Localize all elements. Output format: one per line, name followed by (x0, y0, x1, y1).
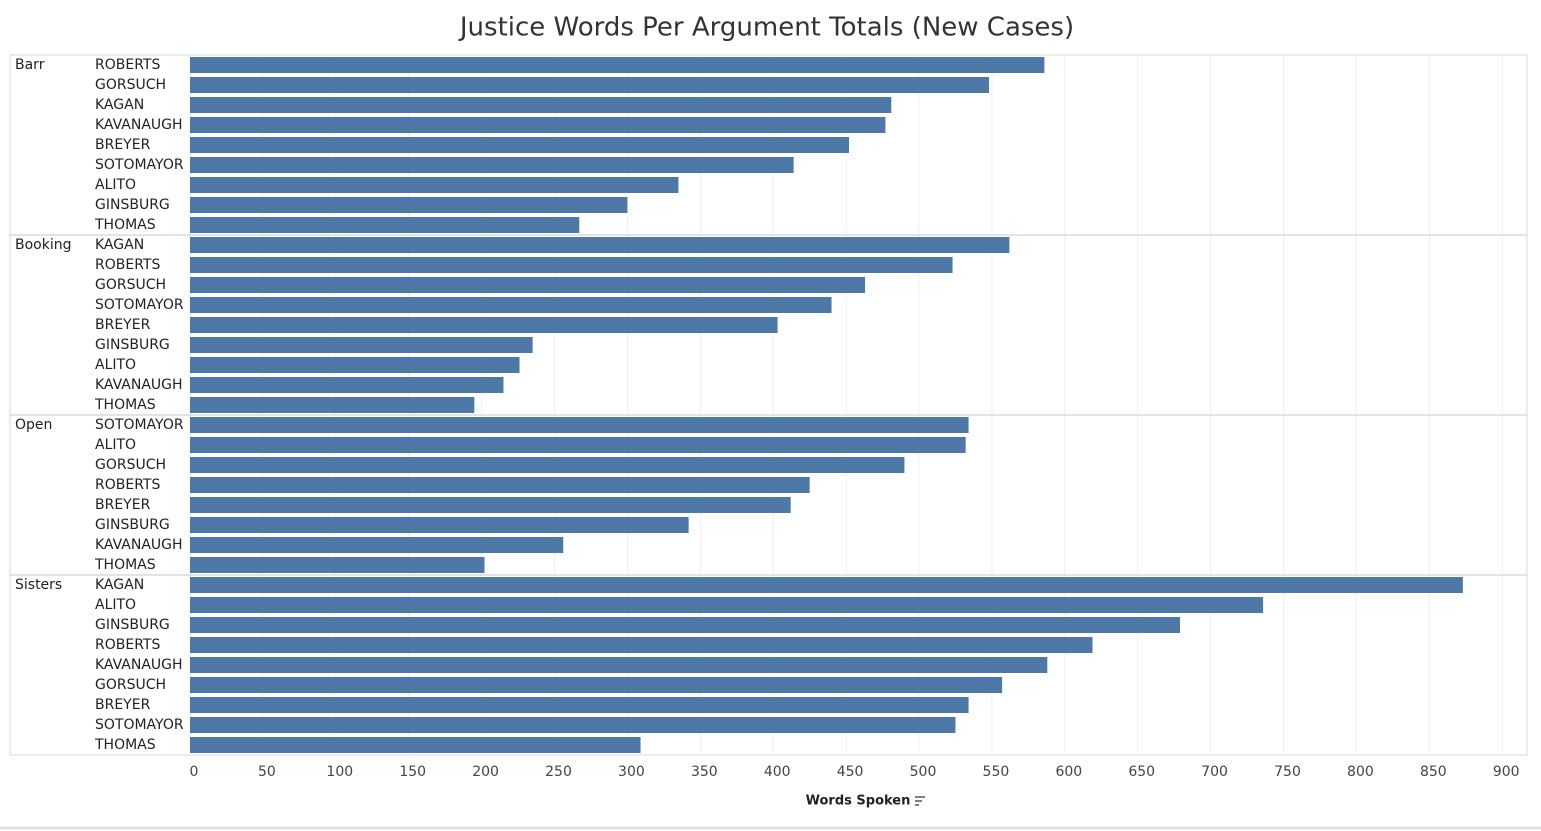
bar (190, 657, 1048, 673)
bar (190, 617, 1180, 633)
category-label: KAGAN (95, 97, 144, 113)
category-label: ALITO (95, 437, 136, 453)
bar (190, 377, 504, 393)
category-label: GINSBURG (95, 197, 170, 213)
x-tick-label: 300 (618, 764, 645, 780)
x-tick-label: 900 (1493, 764, 1520, 780)
category-label: KAGAN (95, 237, 144, 253)
category-label: SOTOMAYOR (95, 157, 184, 173)
x-tick-label: 400 (764, 764, 791, 780)
bar (190, 237, 1010, 253)
x-tick-label: 750 (1274, 764, 1301, 780)
category-label: GINSBURG (95, 617, 170, 633)
x-tick-label: 850 (1420, 764, 1447, 780)
x-tick-label: 50 (258, 764, 276, 780)
category-label: ROBERTS (95, 257, 160, 273)
bar (190, 517, 689, 533)
x-tick-label: 450 (837, 764, 864, 780)
bar (190, 157, 794, 173)
group-label: Barr (15, 57, 45, 73)
bar (190, 57, 1045, 73)
bar (190, 557, 485, 573)
bar (190, 117, 886, 133)
bar (190, 397, 475, 413)
x-tick-label: 700 (1201, 764, 1228, 780)
bar (190, 137, 850, 153)
x-tick-label: 250 (545, 764, 572, 780)
category-label: THOMAS (94, 397, 156, 413)
bar (190, 317, 778, 333)
x-tick-label: 200 (472, 764, 499, 780)
bar (190, 697, 969, 713)
category-label: THOMAS (94, 217, 156, 233)
bar (190, 337, 533, 353)
category-label: THOMAS (94, 557, 156, 573)
x-tick-label: 150 (399, 764, 426, 780)
bar (190, 637, 1093, 653)
category-label: BREYER (95, 497, 151, 513)
category-label: SOTOMAYOR (95, 417, 184, 433)
x-axis-label: Words Spoken (806, 794, 911, 809)
group-label: Sisters (15, 577, 62, 593)
x-tick-label: 800 (1347, 764, 1374, 780)
sort-icon (915, 796, 925, 806)
category-label: KAVANAUGH (95, 377, 183, 393)
bar (190, 357, 520, 373)
x-tick-label: 100 (326, 764, 353, 780)
group-label: Booking (15, 237, 72, 253)
x-tick-label: 350 (691, 764, 718, 780)
category-label: KAVANAUGH (95, 537, 183, 553)
x-tick-label: 0 (190, 764, 199, 780)
category-label: ROBERTS (95, 57, 160, 73)
category-label: KAVANAUGH (95, 117, 183, 133)
category-label: GORSUCH (95, 277, 166, 293)
category-label: KAGAN (95, 577, 144, 593)
category-label: ALITO (95, 597, 136, 613)
bar (190, 217, 580, 233)
bar (190, 277, 866, 293)
bar (190, 97, 892, 113)
bar (190, 537, 564, 553)
bar (190, 197, 628, 213)
bar (190, 177, 679, 193)
bar (190, 77, 989, 93)
bar (190, 437, 966, 453)
category-label: ALITO (95, 177, 136, 193)
category-label: GINSBURG (95, 517, 170, 533)
bar (190, 457, 905, 473)
category-label: GORSUCH (95, 77, 166, 93)
bar (190, 477, 810, 493)
bar (190, 737, 641, 753)
category-label: THOMAS (94, 737, 156, 753)
x-tick-label: 550 (983, 764, 1010, 780)
bar (190, 577, 1463, 593)
bar (190, 717, 956, 733)
bar (190, 297, 832, 313)
category-label: BREYER (95, 317, 151, 333)
category-label: GINSBURG (95, 337, 170, 353)
x-tick-label: 650 (1128, 764, 1155, 780)
category-label: KAVANAUGH (95, 657, 183, 673)
bar (190, 257, 953, 273)
plot-frame (9, 54, 1528, 756)
chart-title: Justice Words Per Argument Totals (New C… (458, 13, 1074, 43)
group-label: Open (15, 417, 52, 433)
category-label: GORSUCH (95, 457, 166, 473)
category-label: SOTOMAYOR (95, 297, 184, 313)
category-label: ROBERTS (95, 637, 160, 653)
category-label: ROBERTS (95, 477, 160, 493)
bar (190, 497, 791, 513)
category-label: GORSUCH (95, 677, 166, 693)
category-label: SOTOMAYOR (95, 717, 184, 733)
x-tick-label: 500 (910, 764, 937, 780)
category-label: BREYER (95, 697, 151, 713)
bar (190, 677, 1003, 693)
category-label: ALITO (95, 357, 136, 373)
category-label: BREYER (95, 137, 151, 153)
bar (190, 597, 1264, 613)
bar (190, 417, 969, 433)
x-tick-label: 600 (1055, 764, 1082, 780)
